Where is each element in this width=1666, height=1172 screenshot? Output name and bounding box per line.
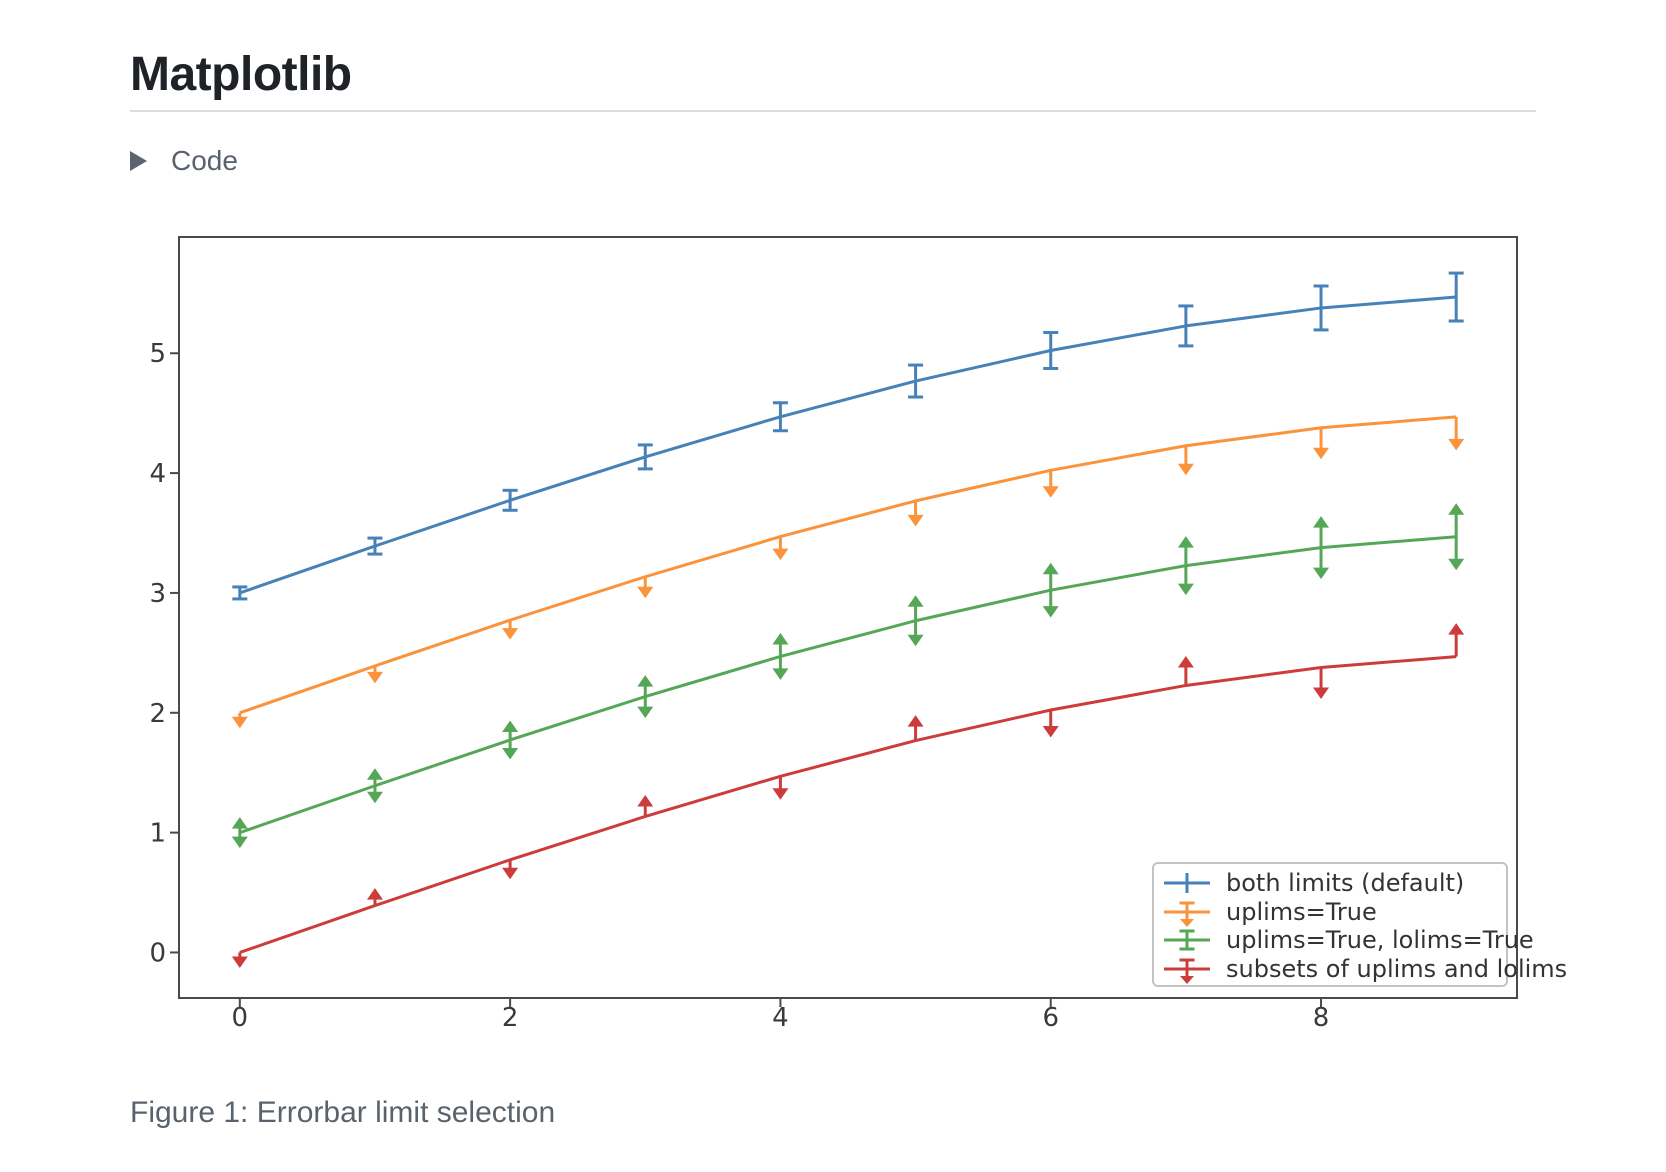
x-tick-label: 4 — [772, 1003, 789, 1033]
y-tick-label: 0 — [149, 938, 166, 968]
y-tick-label: 1 — [149, 819, 166, 849]
legend-handle-icon — [1164, 929, 1210, 951]
x-tick-label: 6 — [1042, 1003, 1059, 1033]
chart-legend: both limits (default) uplims=True uplims=T… — [1152, 862, 1567, 987]
series-2 — [231, 415, 1465, 729]
legend-item: uplims=True, lolims=True — [1154, 926, 1534, 955]
legend-item: uplims=True — [1154, 898, 1506, 927]
legend-label: uplims=True, lolims=True — [1226, 926, 1534, 955]
legend-item: both limits (default) — [1154, 869, 1506, 898]
series-3 — [231, 503, 1465, 849]
figure-caption: Figure 1: Errorbar limit selection — [130, 1096, 556, 1129]
axes-frame — [178, 236, 1518, 999]
y-tick-label: 5 — [149, 339, 166, 369]
x-tick-label: 2 — [502, 1003, 519, 1033]
series-1 — [232, 271, 1464, 601]
legend-label: uplims=True — [1226, 897, 1377, 926]
y-axis: 0 1 2 3 4 5 — [149, 339, 179, 968]
legend-handle-icon — [1164, 901, 1210, 927]
y-tick-label: 4 — [149, 459, 166, 489]
y-tick-label: 3 — [149, 579, 166, 609]
code-toggle-label: Code — [171, 145, 238, 176]
page-title: Matplotlib — [130, 48, 352, 102]
legend-item: subsets of uplims and lolims — [1154, 955, 1567, 984]
series-4 — [231, 623, 1465, 968]
x-tick-label: 0 — [232, 1003, 249, 1033]
x-axis: 0 2 4 6 8 — [232, 998, 1330, 1033]
legend-handle-icon — [1164, 958, 1210, 984]
x-tick-label: 8 — [1313, 1003, 1330, 1033]
y-tick-label: 2 — [149, 699, 166, 729]
triangle-right-icon — [130, 151, 147, 171]
legend-handle-icon — [1164, 873, 1210, 894]
legend-label: both limits (default) — [1226, 869, 1465, 898]
code-disclosure[interactable]: Code — [130, 144, 238, 178]
title-divider — [130, 110, 1536, 112]
legend-label: subsets of uplims and lolims — [1226, 954, 1568, 983]
